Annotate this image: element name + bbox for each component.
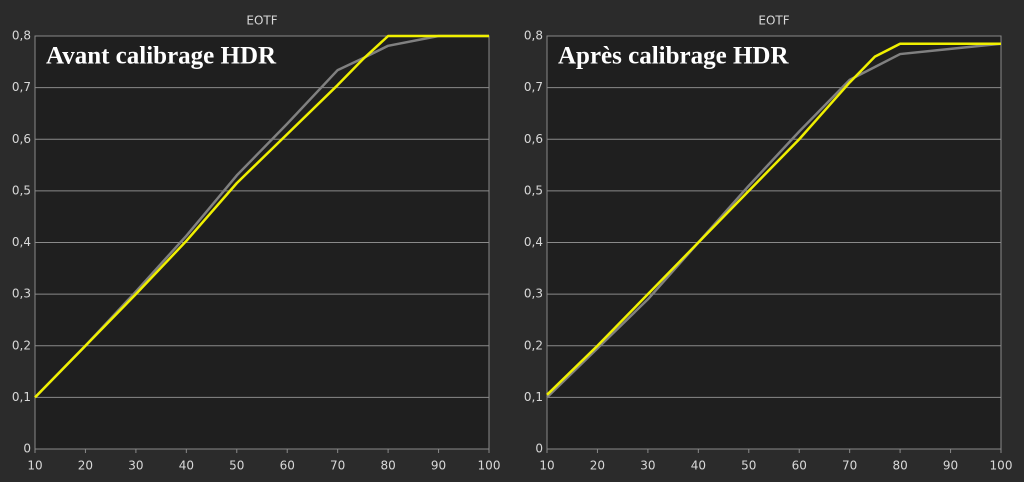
y-tick-label: 0,3 (524, 287, 543, 301)
line (546, 42, 1001, 396)
x-tick-label: 60 (792, 459, 807, 473)
x-tick-label: 40 (179, 459, 194, 473)
line (546, 42, 1002, 399)
y-tick-label: 0,2 (12, 338, 31, 352)
chart-title: EOTF (246, 14, 277, 28)
y-tick-label: 0,8 (12, 29, 31, 43)
x-tick-label: 50 (229, 459, 244, 473)
x-tick-label: 60 (280, 459, 295, 473)
y-tick-label: 0,6 (524, 132, 543, 146)
y-tick-label: 0,6 (12, 132, 31, 146)
y-tick-label: 0,7 (12, 80, 31, 94)
y-tick-label: 0,2 (524, 338, 543, 352)
x-tick-label: 10 (539, 459, 554, 473)
y-tick-label: 0,4 (524, 235, 543, 249)
y-tick-label: 0,5 (524, 183, 543, 197)
x-tick-label: 40 (691, 459, 706, 473)
x-tick-label: 90 (943, 459, 958, 473)
x-tick-label: 30 (640, 459, 655, 473)
y-tick-label: 0,3 (12, 287, 31, 301)
y-tick-label: 0,5 (12, 183, 31, 197)
y-tick-label: 0,8 (524, 29, 543, 43)
x-tick-label: 70 (842, 459, 857, 473)
y-tick-label: 0 (535, 442, 543, 456)
x-tick-label: 80 (892, 459, 907, 473)
x-tick-label: 20 (78, 459, 93, 473)
y-tick-label: 0,1 (524, 390, 543, 404)
x-tick-label: 100 (990, 459, 1013, 473)
y-tick-label: 0,4 (12, 235, 31, 249)
x-tick-label: 20 (590, 459, 605, 473)
y-tick-label: 0 (23, 442, 31, 456)
annotation: Après calibrage HDR (558, 43, 789, 70)
x-tick-label: 90 (431, 459, 446, 473)
x-tick-label: 100 (478, 459, 501, 473)
x-tick-label: 10 (27, 459, 42, 473)
x-tick-label: 70 (330, 459, 345, 473)
line (34, 34, 489, 399)
annotation: Avant calibrage HDR (46, 43, 277, 70)
x-tick-label: 30 (128, 459, 143, 473)
chart-title: EOTF (758, 14, 789, 28)
x-tick-label: 50 (741, 459, 756, 473)
y-tick-label: 0,1 (12, 390, 31, 404)
y-tick-label: 0,7 (524, 80, 543, 94)
x-tick-label: 80 (380, 459, 395, 473)
